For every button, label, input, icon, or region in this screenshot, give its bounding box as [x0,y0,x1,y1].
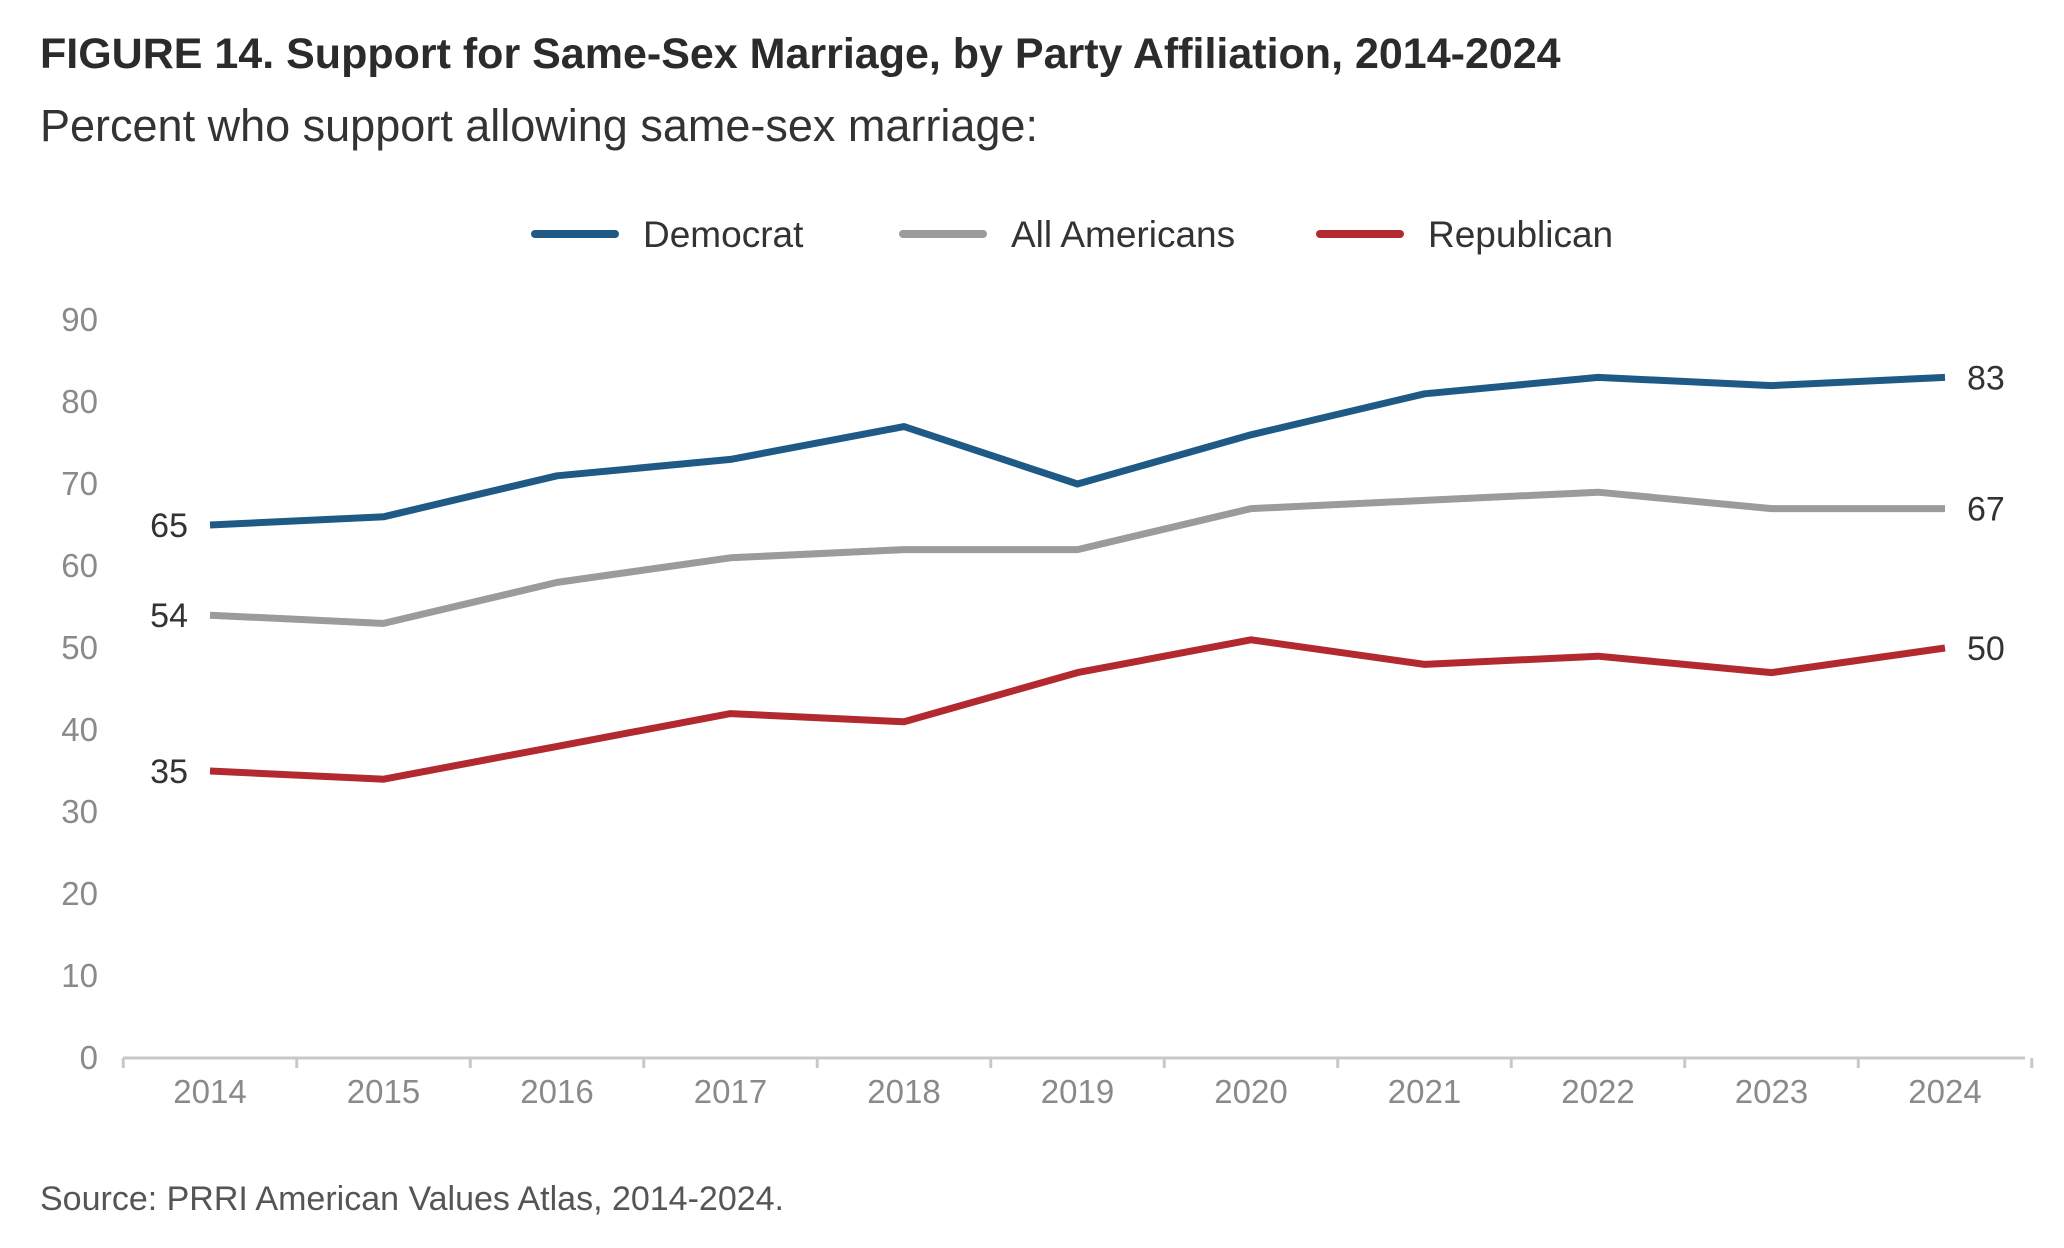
y-tick-label: 30 [61,793,98,830]
x-tick-label: 2022 [1561,1073,1634,1110]
y-tick-label: 0 [80,1039,98,1076]
x-tick-label: 2017 [694,1073,767,1110]
x-tick-label: 2023 [1735,1073,1808,1110]
legend-label-republican: Republican [1428,214,1613,255]
end-label-republican: 50 [1967,630,2005,668]
y-axis: 0 10 20 30 40 50 60 70 80 90 [61,301,98,1076]
y-tick-label: 40 [61,711,98,748]
legend-label-democrat: Democrat [643,214,804,255]
x-tick-label: 2019 [1041,1073,1114,1110]
x-axis: 2014 2015 2016 2017 2018 2019 2020 2021 2022 2023… [121,1056,2034,1110]
figure-subtitle: Percent who support allowing same-sex ma… [40,100,1038,151]
x-tick-label: 2020 [1214,1073,1287,1110]
y-tick-label: 90 [61,301,98,338]
data-labels: 65 83 54 67 35 50 [150,359,2005,791]
x-tick-label: 2015 [347,1073,420,1110]
legend-label-all-americans: All Americans [1011,214,1235,255]
end-label-all-americans: 67 [1967,491,2005,529]
x-tick-label: 2014 [173,1073,246,1110]
x-tick-label: 2021 [1388,1073,1461,1110]
y-tick-label: 10 [61,957,98,994]
start-label-democrat: 65 [150,507,188,545]
chart-legend: Democrat All Americans Republican [531,214,1613,255]
y-tick-label: 50 [61,629,98,666]
y-tick-label: 70 [61,465,98,502]
x-tick-label: 2016 [520,1073,593,1110]
series-line-republican [209,636,1946,783]
figure-source: Source: PRRI American Values Atlas, 2014… [40,1180,784,1218]
figure-title: FIGURE 14. Support for Same-Sex Marriage… [40,30,1561,78]
series-lines [209,373,1946,783]
series-line-all-americans [209,488,1945,627]
start-label-all-americans: 54 [150,597,188,635]
series-line-democrat [209,373,1946,529]
x-tick-label: 2024 [1908,1073,1981,1110]
y-tick-label: 20 [61,875,98,912]
y-tick-label: 80 [61,383,98,420]
end-label-democrat: 83 [1967,359,2005,397]
y-tick-label: 60 [61,547,98,584]
start-label-republican: 35 [150,753,188,791]
x-tick-label: 2018 [867,1073,940,1110]
